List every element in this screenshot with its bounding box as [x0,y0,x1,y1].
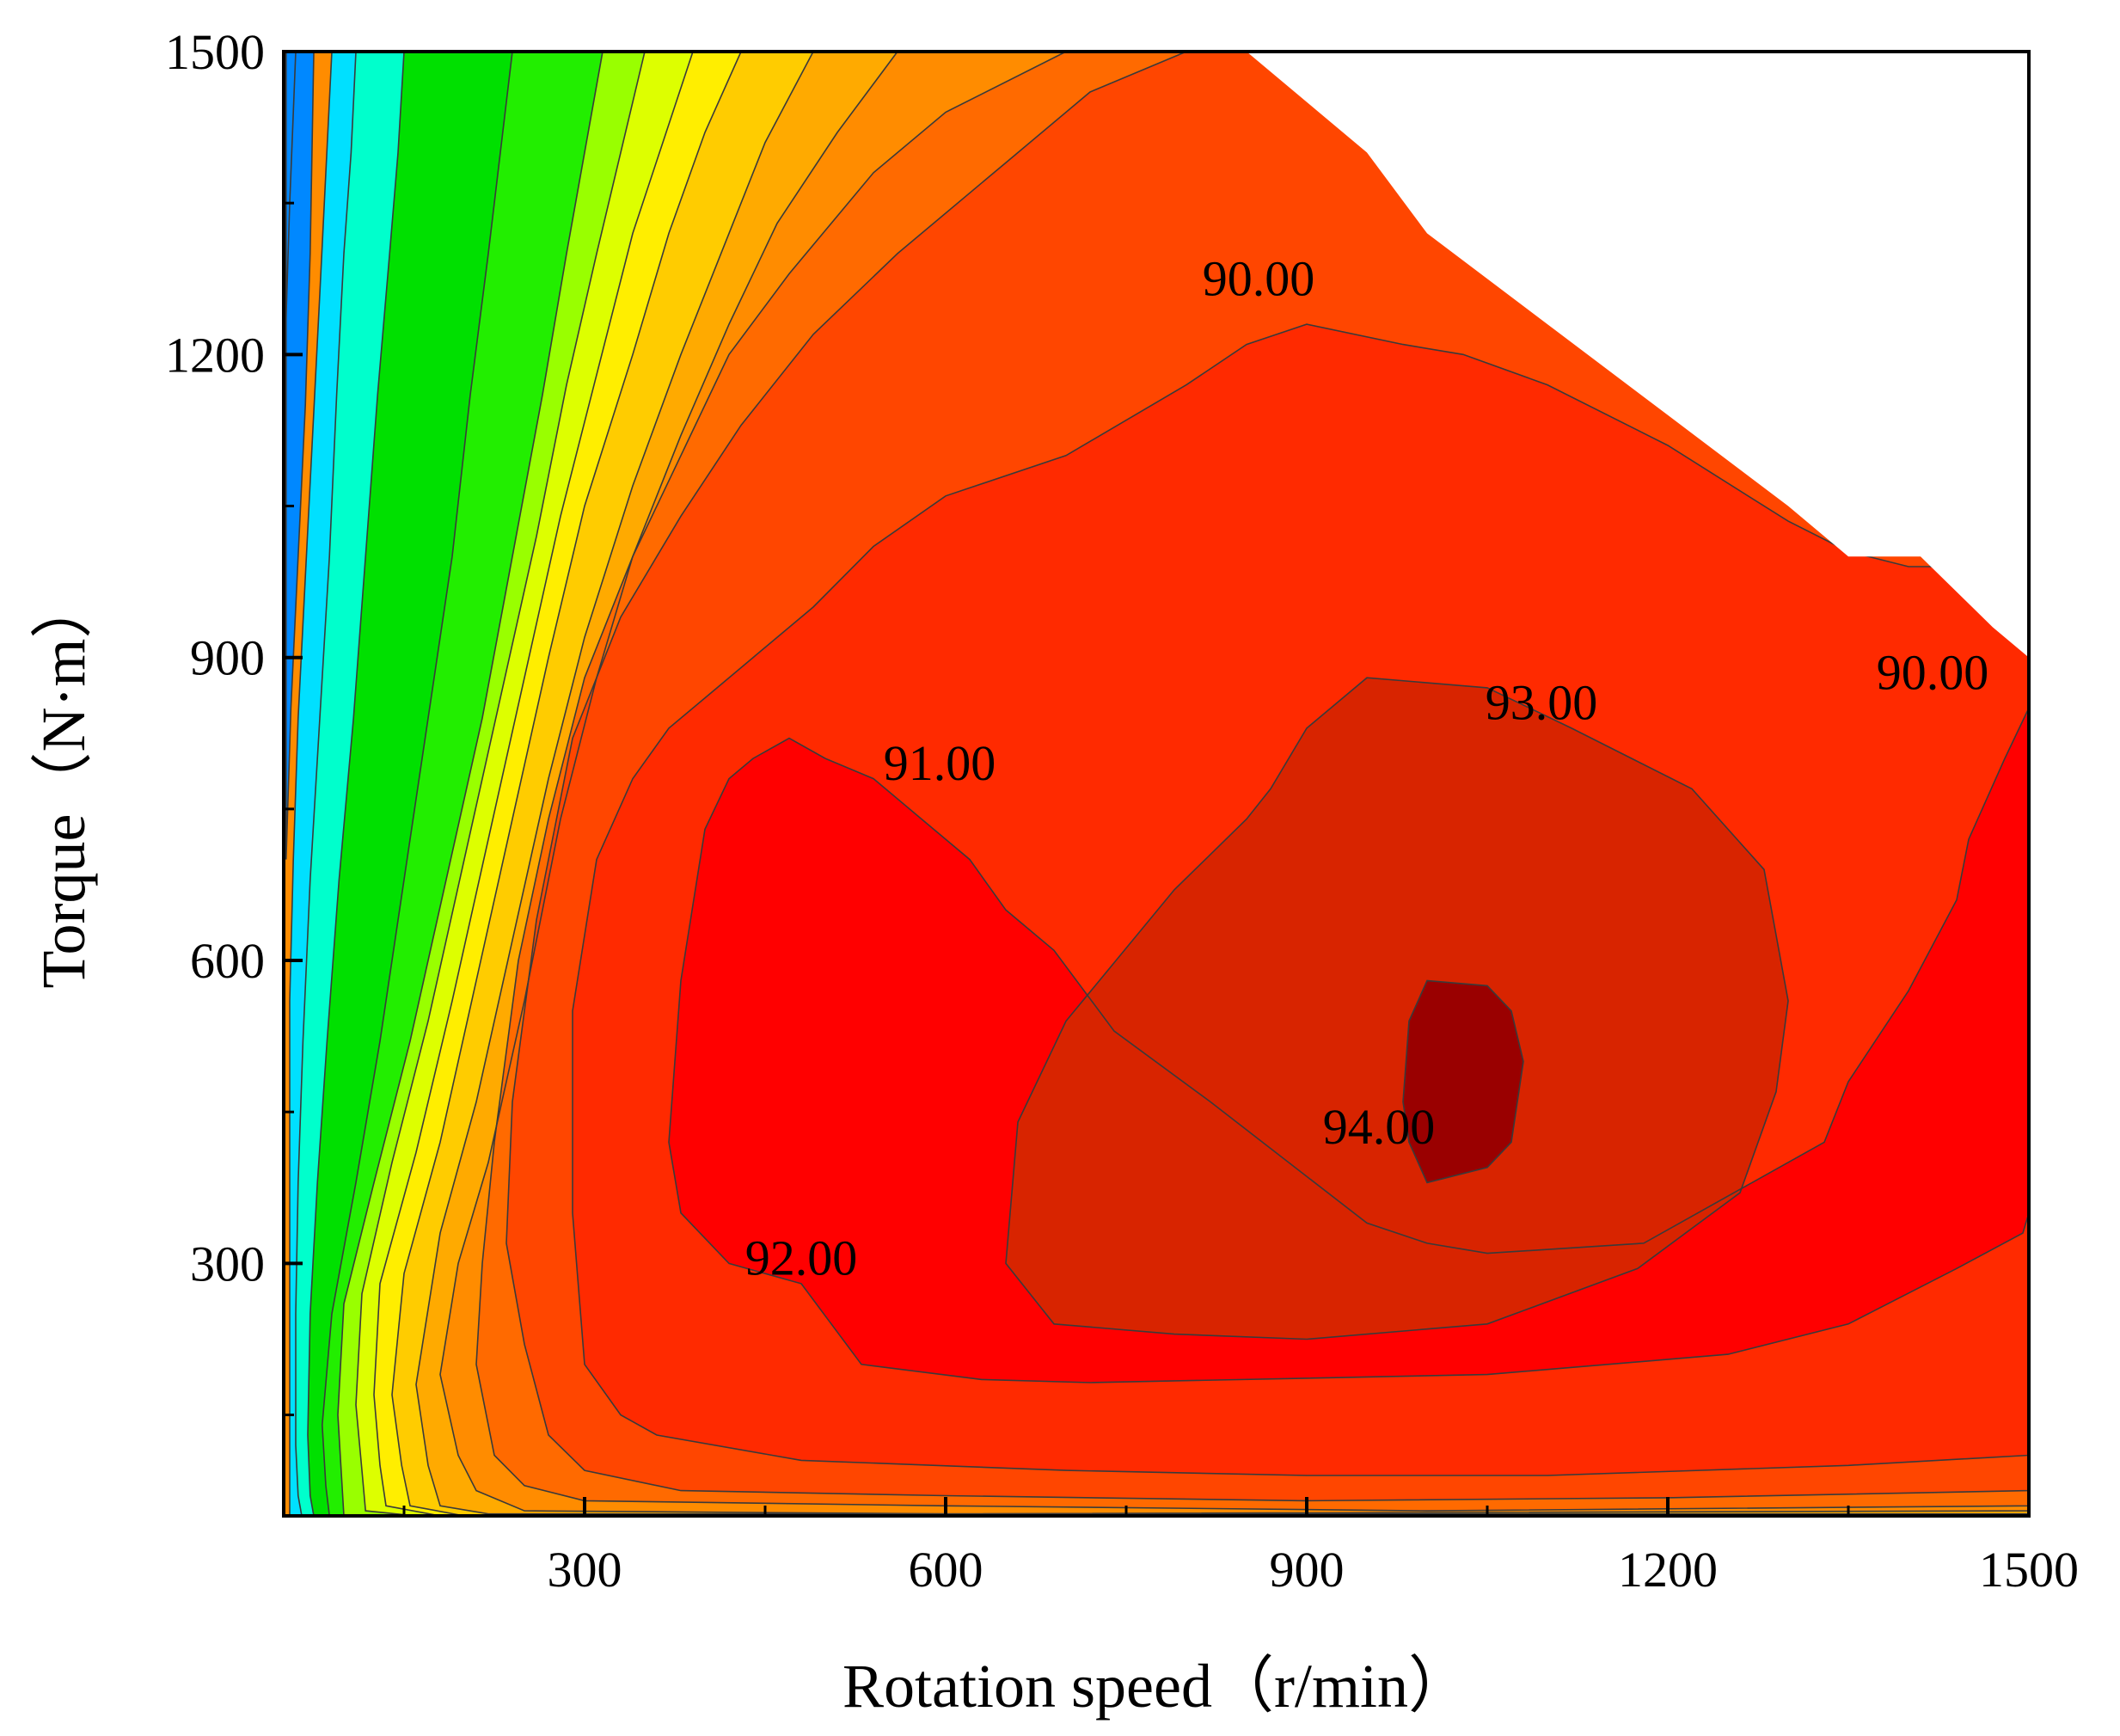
contour-label: 90.00 [1877,644,1989,700]
contour-label: 93.00 [1486,675,1598,731]
y-tick-label: 600 [190,933,265,989]
x-tick-label: 1500 [1979,1542,2079,1598]
contour-line-78 [285,52,315,860]
y-axis: 300 600 900 1200 1500 [165,24,303,1417]
y-tick-label: 1500 [165,24,265,80]
contour-band-94 [1403,980,1523,1183]
y-tick-label: 900 [190,630,265,686]
x-tick-label: 300 [548,1542,622,1598]
x-tick-label: 600 [909,1542,983,1598]
x-axis: 300 600 900 1200 1500 [402,1497,2079,1598]
contour-line-79 [289,52,2029,1516]
x-tick-label: 900 [1270,1542,1345,1598]
y-axis-title: Torque（N·m） [29,577,98,989]
contour-line-88 [439,52,2029,1515]
contour-line-layer [284,52,2029,1516]
contour-line-82 [321,52,2029,1516]
contour-line-92 [668,708,2029,1383]
contour-line-94 [1402,979,1524,1184]
contour-line-86 [391,52,2029,1516]
contour-line-91 [572,323,2029,1476]
contour-label-layer: 90.00 90.00 91.00 93.00 94.00 92.00 [745,250,1989,1285]
contour-label: 91.00 [884,735,996,791]
contour-line-90 [505,52,2029,1502]
contour-line-80 [295,52,2029,1516]
contour-band-93 [1006,678,1788,1340]
contour-band-92 [669,708,2029,1383]
x-axis-title: Rotation speed（r/min） [842,1652,1470,1721]
y-tick-label: 300 [190,1236,265,1291]
contour-line-87 [415,52,2029,1515]
contour-line-89 [475,52,2029,1512]
contour-line-93 [1005,677,1789,1340]
contour-line-85 [373,52,2029,1516]
y-tick-label: 1200 [165,327,265,383]
contour-label: 90.00 [1203,250,1315,306]
contour-label: 94.00 [1323,1099,1436,1155]
x-tick-label: 1200 [1618,1542,1718,1598]
contour-line-81 [307,52,2029,1516]
contour-label: 92.00 [745,1230,858,1286]
contour-line-83 [337,52,2029,1516]
plot-frame [282,50,2031,1518]
infeasible-region-layer [1247,52,2029,658]
infeasible-region [1247,52,2029,658]
